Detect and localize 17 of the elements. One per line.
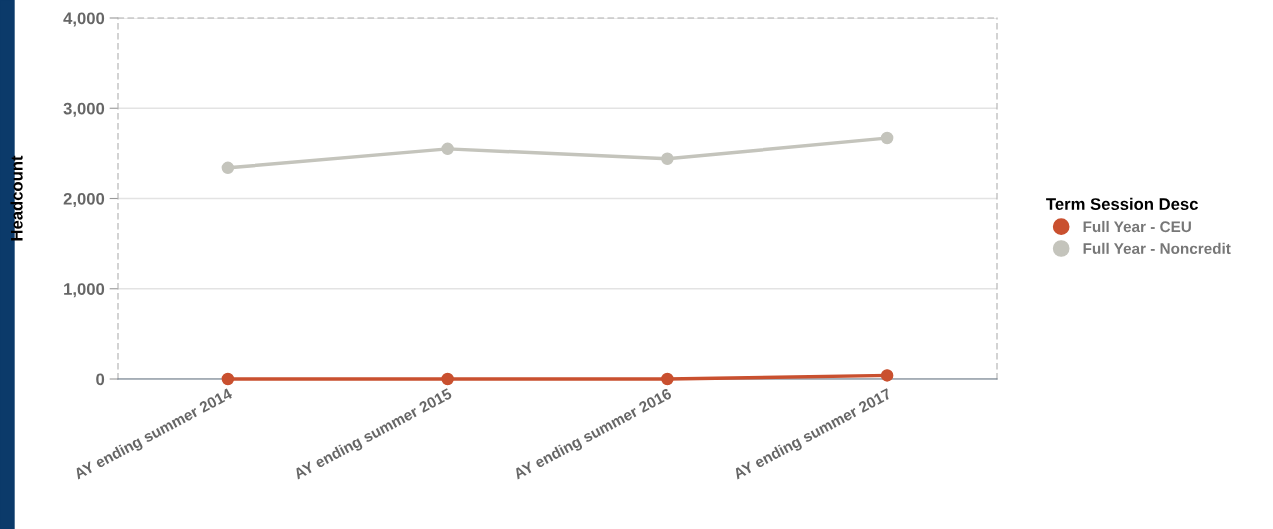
point xyxy=(441,372,454,386)
point xyxy=(661,372,674,386)
y-tick-label: 0 xyxy=(96,373,105,386)
point xyxy=(880,131,894,145)
point xyxy=(221,372,235,386)
y-tick-label: 2,000 xyxy=(63,192,105,208)
legend-title: Term Session Desc xyxy=(1046,197,1198,210)
legend-label: Full Year - Noncredit xyxy=(1083,242,1231,255)
point xyxy=(441,142,454,156)
point xyxy=(880,369,894,382)
y-axis-title: Headcount xyxy=(10,155,23,241)
y-tick-label: 1,000 xyxy=(64,283,105,298)
point xyxy=(221,161,235,175)
y-tick-label: 3,000 xyxy=(63,102,105,117)
legend-label: Full Year - CEU xyxy=(1083,220,1191,233)
point xyxy=(661,152,674,166)
y-tick-label: 4,000 xyxy=(63,12,105,27)
